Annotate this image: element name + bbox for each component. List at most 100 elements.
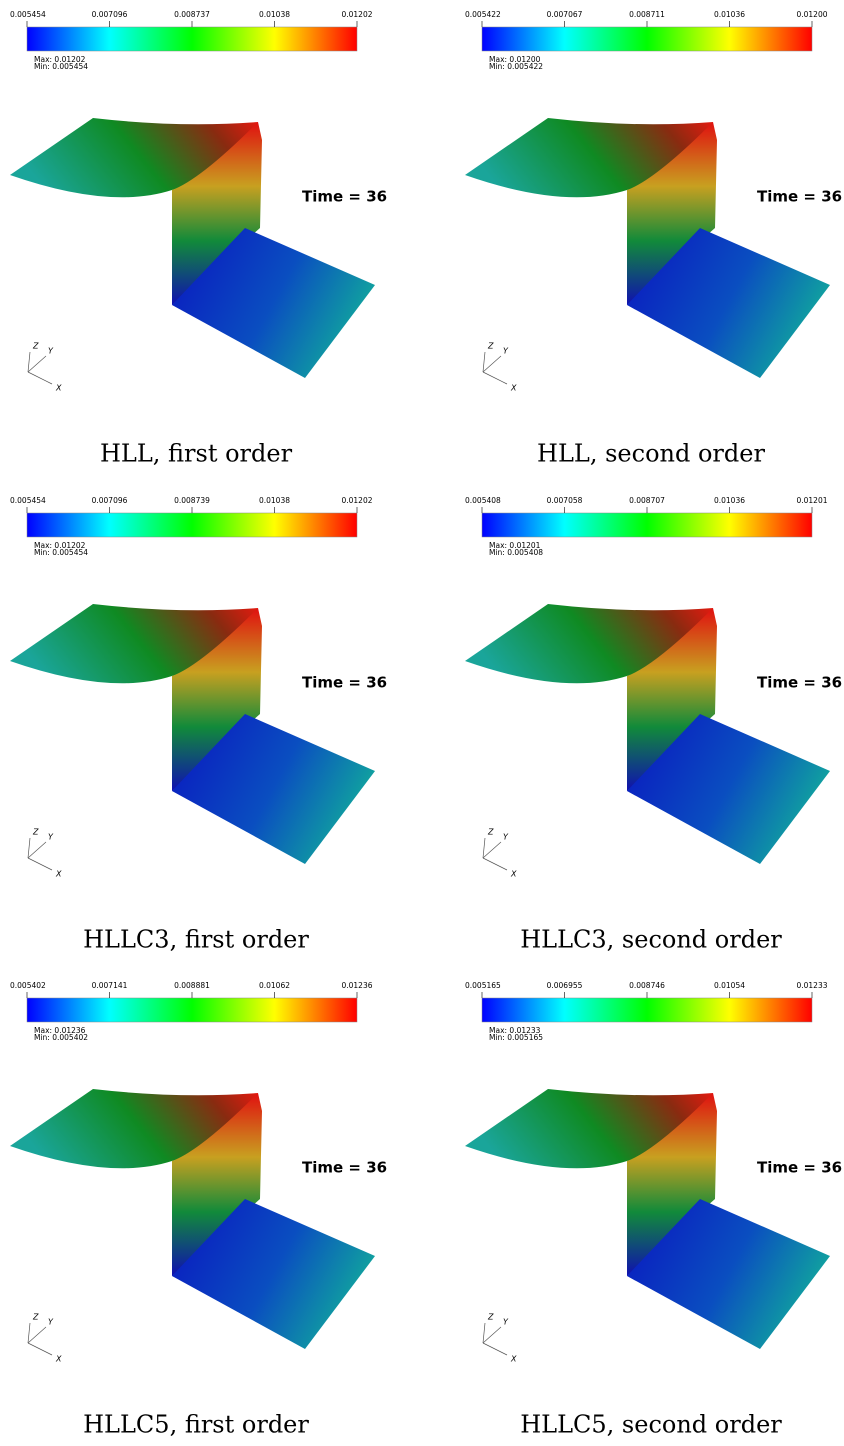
step-face	[627, 1093, 717, 1276]
min-label: Min: 0.005454	[34, 62, 88, 71]
colorbar-tick-label: 0.005408	[465, 496, 501, 505]
axis-z	[482, 837, 486, 859]
axis-y-label: Y	[503, 1318, 509, 1327]
axis-z-label: Z	[32, 1313, 39, 1322]
colorbar	[481, 26, 813, 52]
axis-x	[482, 1342, 508, 1356]
axis-x	[27, 1342, 53, 1356]
min-label: Min: 0.005408	[489, 548, 543, 557]
axis-y	[27, 355, 47, 373]
axis-z	[27, 351, 31, 373]
time-label: Time = 36	[302, 188, 387, 206]
axis-x-label: X	[55, 870, 62, 879]
lower-plateau	[627, 228, 830, 378]
colorbar-tick-label: 0.008707	[629, 496, 665, 505]
time-label: Time = 36	[757, 188, 842, 206]
caption: HLL, first order	[100, 440, 293, 468]
lower-plateau	[172, 714, 375, 864]
time-label: Time = 36	[302, 1159, 387, 1177]
axis-y-label: Y	[48, 833, 54, 842]
caption: HLL, second order	[537, 440, 765, 468]
axis-x-label: X	[510, 870, 517, 879]
lower-plateau	[627, 1199, 830, 1349]
caption: HLLC5, second order	[520, 1411, 782, 1439]
colorbar-tick-label: 0.01062	[259, 981, 290, 990]
colorbar-tick-label: 0.01202	[341, 10, 372, 19]
min-label: Min: 0.005165	[489, 1033, 543, 1042]
colorbar-tick-label: 0.008737	[174, 10, 210, 19]
panel: 0.005422 0.007067 0.008711 0.01036 0.01200 Ma…	[465, 10, 842, 468]
min-label: Min: 0.005422	[489, 62, 543, 71]
panel: 0.005165 0.006955 0.008746 0.01054 0.01233 Ma…	[465, 981, 842, 1439]
colorbar	[26, 997, 358, 1023]
step-face	[627, 608, 717, 791]
panel: 0.005402 0.007141 0.008881 0.01062 0.01236 Ma…	[10, 981, 387, 1439]
lower-plateau	[627, 714, 830, 864]
colorbar-tick-label: 0.01233	[796, 981, 827, 990]
colorbar-tick-label: 0.006955	[547, 981, 583, 990]
time-label: Time = 36	[757, 674, 842, 692]
colorbar-tick-label: 0.01236	[341, 981, 372, 990]
colorbar-tick-label: 0.008881	[174, 981, 210, 990]
axis-x-label: X	[55, 384, 62, 393]
colorbar	[481, 512, 813, 538]
max-label: Max: 0.01201	[489, 541, 541, 550]
axis-z	[27, 1322, 31, 1344]
caption: HLLC3, first order	[83, 926, 309, 954]
colorbar-tick-label: 0.01201	[796, 496, 827, 505]
caption: HLLC3, second order	[520, 926, 782, 954]
axis-y-label: Y	[48, 347, 54, 356]
axis-y	[27, 841, 47, 859]
axis-z-label: Z	[487, 828, 494, 837]
axis-z-label: Z	[487, 1313, 494, 1322]
colorbar-tick-label: 0.008739	[174, 496, 210, 505]
axis-z	[27, 837, 31, 859]
min-label: Min: 0.005454	[34, 548, 88, 557]
axis-z-label: Z	[32, 828, 39, 837]
colorbar	[26, 512, 358, 538]
axis-z-label: Z	[487, 342, 494, 351]
panel: 0.005454 0.007096 0.008737 0.01038 0.01202 Ma…	[10, 10, 387, 468]
colorbar-tick-label: 0.007141	[92, 981, 128, 990]
axis-y-label: Y	[503, 347, 509, 356]
time-label: Time = 36	[757, 1159, 842, 1177]
step-face	[172, 608, 262, 791]
colorbar-tick-label: 0.007058	[547, 496, 583, 505]
panel: 0.005408 0.007058 0.008707 0.01036 0.01201 Ma…	[465, 496, 842, 954]
axis-y	[482, 1326, 502, 1344]
colorbar-tick-label: 0.01036	[714, 496, 745, 505]
colorbar-tick-label: 0.01202	[341, 496, 372, 505]
axis-y-label: Y	[503, 833, 509, 842]
colorbar-tick-label: 0.007096	[92, 10, 128, 19]
axis-x-label: X	[510, 384, 517, 393]
axis-x	[27, 371, 53, 385]
colorbar-tick-label: 0.005454	[10, 496, 46, 505]
max-label: Max: 0.01236	[34, 1026, 86, 1035]
colorbar-tick-label: 0.01054	[714, 981, 745, 990]
axis-x	[482, 371, 508, 385]
colorbar-tick-label: 0.01200	[796, 10, 827, 19]
min-label: Min: 0.005402	[34, 1033, 88, 1042]
axis-x-label: X	[55, 1355, 62, 1364]
axis-x	[482, 857, 508, 871]
colorbar-tick-label: 0.007067	[547, 10, 583, 19]
colorbar-tick-label: 0.01038	[259, 10, 290, 19]
time-label: Time = 36	[302, 674, 387, 692]
step-face	[627, 122, 717, 305]
colorbar-tick-label: 0.007096	[92, 496, 128, 505]
axis-z	[482, 351, 486, 373]
axis-x-label: X	[510, 1355, 517, 1364]
max-label: Max: 0.01202	[34, 55, 86, 64]
colorbar-tick-label: 0.008711	[629, 10, 665, 19]
colorbar-tick-label: 0.005165	[465, 981, 501, 990]
colorbar-tick-label: 0.005454	[10, 10, 46, 19]
axis-x	[27, 857, 53, 871]
caption: HLLC5, first order	[83, 1411, 309, 1439]
colorbar	[481, 997, 813, 1023]
axis-y	[27, 1326, 47, 1344]
step-face	[172, 122, 262, 305]
axis-y-label: Y	[48, 1318, 54, 1327]
colorbar-tick-label: 0.005422	[465, 10, 501, 19]
